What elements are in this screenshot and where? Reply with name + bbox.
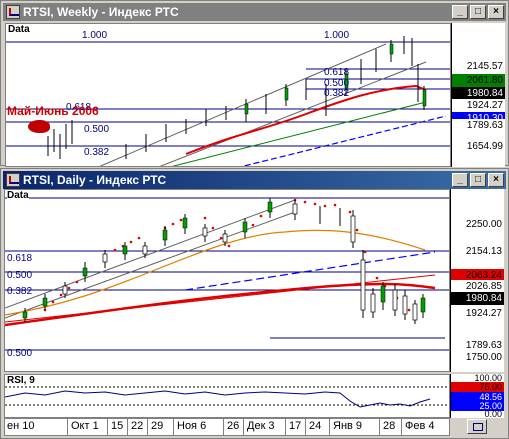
date-axis: ен 10 Окт 1 15 22 29 Ноя 6 26 Дек 3 17 2… bbox=[4, 418, 450, 436]
daily-candle-bodies-down bbox=[62, 203, 418, 321]
date-label: Ноя 6 bbox=[177, 420, 207, 432]
rsi-plot[interactable]: RSI, 9 bbox=[4, 374, 450, 418]
weekly-price-tag-2: 2061.80 bbox=[452, 74, 505, 87]
fib-label-100-right: 1.000 bbox=[324, 30, 350, 41]
daily-price-tag-4: 1980.84 bbox=[451, 292, 504, 305]
daily-axis-tick-1750: 1750.00 bbox=[465, 352, 502, 363]
daily-fib-label-500b: 0.500 bbox=[7, 348, 33, 359]
daily-price-tag-6: 1789.63 bbox=[451, 339, 504, 352]
date-label: 28 bbox=[383, 420, 396, 432]
minimize-button[interactable]: _ bbox=[452, 173, 468, 187]
date-label: 29 bbox=[151, 420, 164, 432]
weekly-price-plot[interactable]: Data 1.000 1.000 0.618 0.500 0.382 0.618… bbox=[5, 23, 451, 167]
fib-label-500: 0.500 bbox=[324, 78, 350, 89]
weekly-price-bars bbox=[47, 36, 425, 159]
scroll-to-end-button[interactable] bbox=[467, 419, 487, 434]
weekly-price-tag-6: 1789.63 bbox=[452, 119, 505, 132]
date-label: Окт 1 bbox=[71, 420, 99, 432]
fib-label-618-left: 0.618 bbox=[66, 102, 92, 113]
event-annotation: Май-Июнь 2006 bbox=[7, 104, 99, 118]
fib-label-382-left: 0.382 bbox=[84, 147, 110, 158]
weekly-chart-window[interactable]: RTSI, Weekly - Индекс РТС _ □ × bbox=[0, 0, 509, 167]
weekly-price-tag-1: 2145.57 bbox=[452, 60, 505, 73]
weekly-price-tag-3: 1980.84 bbox=[452, 87, 505, 100]
daily-fib-label-382: 0.382 bbox=[7, 286, 33, 297]
fib-label-382: 0.382 bbox=[324, 88, 350, 99]
weekly-price-tag-7: 1654.99 bbox=[452, 140, 505, 153]
daily-price-axis: 2250.00 2154.13 2063.24 2026.85 1980.84 … bbox=[450, 189, 504, 372]
daily-candle-bodies bbox=[22, 201, 426, 319]
daily-sar-dots bbox=[43, 198, 411, 312]
weekly-title-bar[interactable]: RTSI, Weekly - Индекс РТС _ □ × bbox=[3, 3, 506, 21]
weekly-chart-svg bbox=[6, 36, 450, 166]
date-label: 22 bbox=[131, 420, 144, 432]
daily-axis-tick-2250: 2250.00 bbox=[465, 219, 502, 230]
minimize-button[interactable]: _ bbox=[452, 5, 468, 19]
daily-fib-label-500: 0.500 bbox=[7, 270, 33, 281]
date-label: Фев 4 bbox=[405, 420, 435, 432]
chart-app-icon bbox=[6, 5, 20, 19]
maximize-button[interactable]: □ bbox=[470, 5, 486, 19]
date-label: 24 bbox=[309, 420, 322, 432]
daily-price-tag-1: 2154.13 bbox=[451, 245, 504, 258]
weekly-price-tag-4: 1924.27 bbox=[452, 99, 505, 112]
daily-chart-svg bbox=[5, 197, 449, 351]
daily-data-label: Data bbox=[7, 190, 29, 201]
rsi-axis: 100.00 75.00 48.56 25.00 0.00 bbox=[450, 374, 504, 418]
daily-title-bar[interactable]: RTSI, Daily - Индекс РТС _ □ × bbox=[3, 171, 506, 189]
date-label: 17 bbox=[289, 420, 302, 432]
fib-label-100-left: 1.000 bbox=[82, 30, 108, 41]
close-button[interactable]: × bbox=[488, 173, 504, 187]
maximize-button[interactable]: □ bbox=[470, 173, 486, 187]
date-label: Дек 3 bbox=[247, 420, 275, 432]
weekly-price-axis: 2145.57 2061.80 1980.84 1924.27 1910.30 … bbox=[451, 23, 505, 167]
daily-price-plot[interactable]: Data 0.618 0.500 0.382 0.500 bbox=[4, 189, 450, 372]
rsi-price-tag-current: 48.56 bbox=[451, 392, 504, 402]
fib-label-618: 0.618 bbox=[324, 67, 350, 78]
rsi-label: RSI, 9 bbox=[7, 375, 35, 386]
rsi-chart-svg bbox=[5, 386, 449, 408]
date-label: 26 bbox=[227, 420, 240, 432]
rsi-price-tag-25: 25.00 bbox=[451, 402, 504, 411]
date-label: ен 10 bbox=[7, 420, 35, 432]
bull-icon bbox=[28, 120, 50, 133]
fib-label-500-left: 0.500 bbox=[84, 124, 110, 135]
chart-app-icon bbox=[6, 173, 20, 187]
rsi-price-tag-75: 75.00 bbox=[451, 382, 504, 392]
daily-window-title: RTSI, Daily - Индекс РТС bbox=[23, 173, 167, 187]
weekly-data-label: Data bbox=[8, 24, 30, 35]
close-button[interactable]: × bbox=[488, 5, 504, 19]
daily-fib-label-618: 0.618 bbox=[7, 253, 33, 264]
rsi-axis-tick-0: 0.00 bbox=[484, 409, 502, 419]
date-label: Янв 9 bbox=[333, 420, 363, 432]
weekly-candles bbox=[244, 43, 427, 115]
weekly-window-title: RTSI, Weekly - Индекс РТС bbox=[23, 5, 179, 19]
daily-price-tag-2: 2063.24 bbox=[451, 269, 504, 282]
date-label: 15 bbox=[111, 420, 124, 432]
daily-price-tag-5: 1924.27 bbox=[451, 307, 504, 320]
rsi-axis-tick-100: 100.00 bbox=[474, 374, 502, 383]
daily-price-tag-3: 2026.85 bbox=[451, 280, 504, 293]
